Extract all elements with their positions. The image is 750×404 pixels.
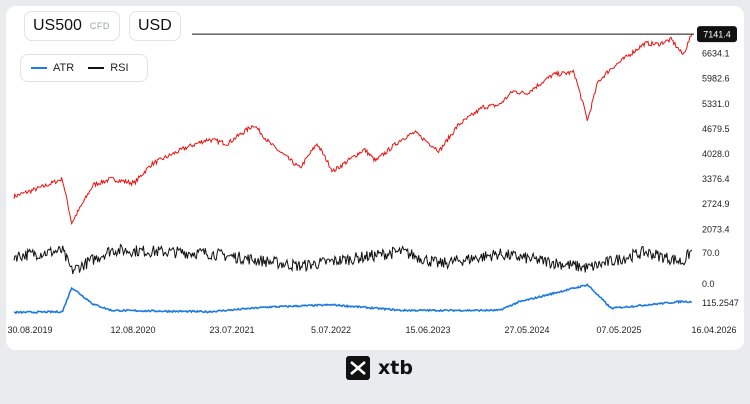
- price-tick-5: 3376.4: [702, 174, 730, 184]
- price-tick-6: 2724.9: [702, 199, 730, 209]
- x-tick-5: 27.05.2024: [504, 325, 549, 335]
- rsi-tick-1: 0.0: [702, 279, 715, 289]
- price-tick-3: 4679.5: [702, 124, 730, 134]
- x-tick-0: 30.08.2019: [7, 325, 52, 335]
- price-series-line: [13, 33, 693, 225]
- legend-item-rsi[interactable]: RSI: [88, 62, 129, 74]
- instrument-symbol: US500: [33, 17, 82, 34]
- xtb-logo-text: xtb: [378, 357, 413, 379]
- legend-swatch-rsi: [88, 67, 105, 69]
- legend-label-atr: ATR: [53, 62, 75, 74]
- rsi-series-line: [13, 243, 693, 275]
- x-tick-6: 07.05.2025: [596, 325, 641, 335]
- legend-item-atr[interactable]: ATR: [31, 62, 74, 74]
- x-tick-7: 16.04.2026: [691, 325, 736, 335]
- price-tick-4: 4028.0: [702, 149, 730, 159]
- xtb-logo-icon: [346, 356, 370, 380]
- xtb-logo: xtb: [346, 356, 413, 380]
- last-price-badge: [697, 26, 737, 43]
- x-tick-4: 15.06.2023: [405, 325, 450, 335]
- x-tick-3: 5.07.2022: [311, 325, 351, 335]
- atr-value-label: 115.2547: [702, 298, 739, 308]
- price-tick-0: 6634.1: [702, 49, 730, 59]
- last-price-label: 7141.4: [703, 30, 731, 40]
- price-tick-1: 5982.6: [702, 74, 730, 84]
- legend-label-rsi: RSI: [110, 62, 129, 74]
- x-tick-2: 23.07.2021: [209, 325, 254, 335]
- rsi-tick-0: 70.0: [702, 248, 720, 258]
- chart-legend: ATR RSI: [20, 54, 148, 82]
- x-tick-1: 12.08.2020: [110, 325, 155, 335]
- instrument-chip[interactable]: US500 CFD: [24, 11, 120, 41]
- currency-chip[interactable]: USD: [129, 11, 181, 41]
- price-tick-7: 2073.4: [702, 224, 730, 234]
- price-tick-2: 5331.0: [702, 99, 730, 109]
- instrument-type: CFD: [89, 21, 110, 31]
- currency-label: USD: [138, 17, 172, 34]
- legend-swatch-atr: [31, 67, 47, 69]
- atr-series-line: [13, 283, 693, 315]
